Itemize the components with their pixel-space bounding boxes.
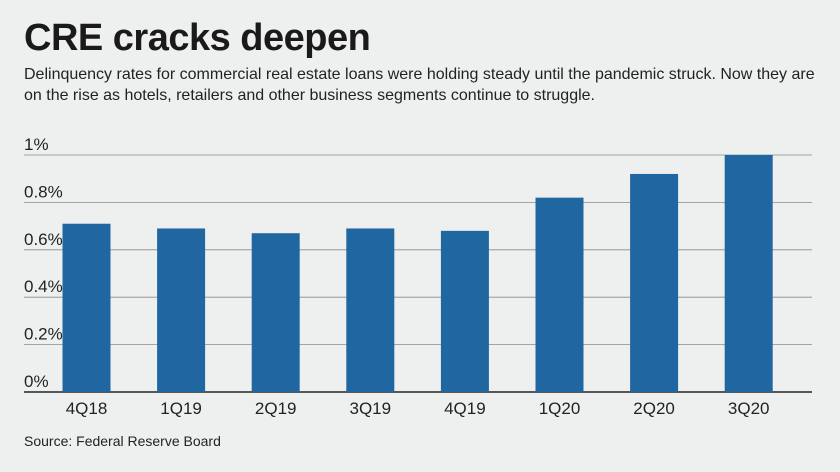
y-tick-labels: 0% 0.2% 0.4% 0.6% 0.8% 1% — [24, 135, 63, 391]
chart-subtitle: Delinquency rates for commercial real es… — [24, 66, 815, 104]
bar-2q19 — [251, 233, 300, 392]
bar-1q20 — [535, 197, 584, 392]
y-tick-label: 0.6% — [24, 230, 63, 249]
x-tick-label: 4Q19 — [444, 399, 486, 418]
bar-1q19 — [157, 228, 206, 392]
y-tick-label: 0.8% — [24, 182, 63, 201]
bars — [62, 155, 773, 392]
x-tick-label: 2Q20 — [633, 399, 675, 418]
x-tick-labels: 4Q18 1Q19 2Q19 3Q19 4Q19 1Q20 2Q20 3Q20 — [66, 399, 770, 418]
x-tick-label: 3Q19 — [350, 399, 392, 418]
y-tick-label: 1% — [24, 135, 49, 154]
bar-3q19 — [346, 228, 395, 392]
x-tick-label: 1Q19 — [160, 399, 202, 418]
source-note: Source: Federal Reserve Board — [24, 433, 221, 449]
x-tick-label: 4Q18 — [66, 399, 108, 418]
bar-chart: 0%0.2%0.4%0.6%0.8%1% 4Q18 1Q19 2Q19 3Q19 4Q1… — [24, 135, 812, 418]
gridlines — [24, 154, 812, 393]
y-tick-label: 0.2% — [24, 325, 63, 344]
y-tick-label: 0% — [24, 372, 49, 391]
y-tick-label: 0.4% — [24, 277, 63, 296]
bar-3q20 — [724, 155, 773, 392]
bar-4q19 — [440, 230, 489, 392]
x-tick-label: 3Q20 — [728, 399, 770, 418]
x-tick-label: 1Q20 — [539, 399, 581, 418]
bar-2q20 — [630, 173, 679, 392]
bar-4q18 — [62, 223, 111, 392]
chart-title: CRE cracks deepen — [24, 17, 371, 59]
x-tick-label: 2Q19 — [255, 399, 297, 418]
